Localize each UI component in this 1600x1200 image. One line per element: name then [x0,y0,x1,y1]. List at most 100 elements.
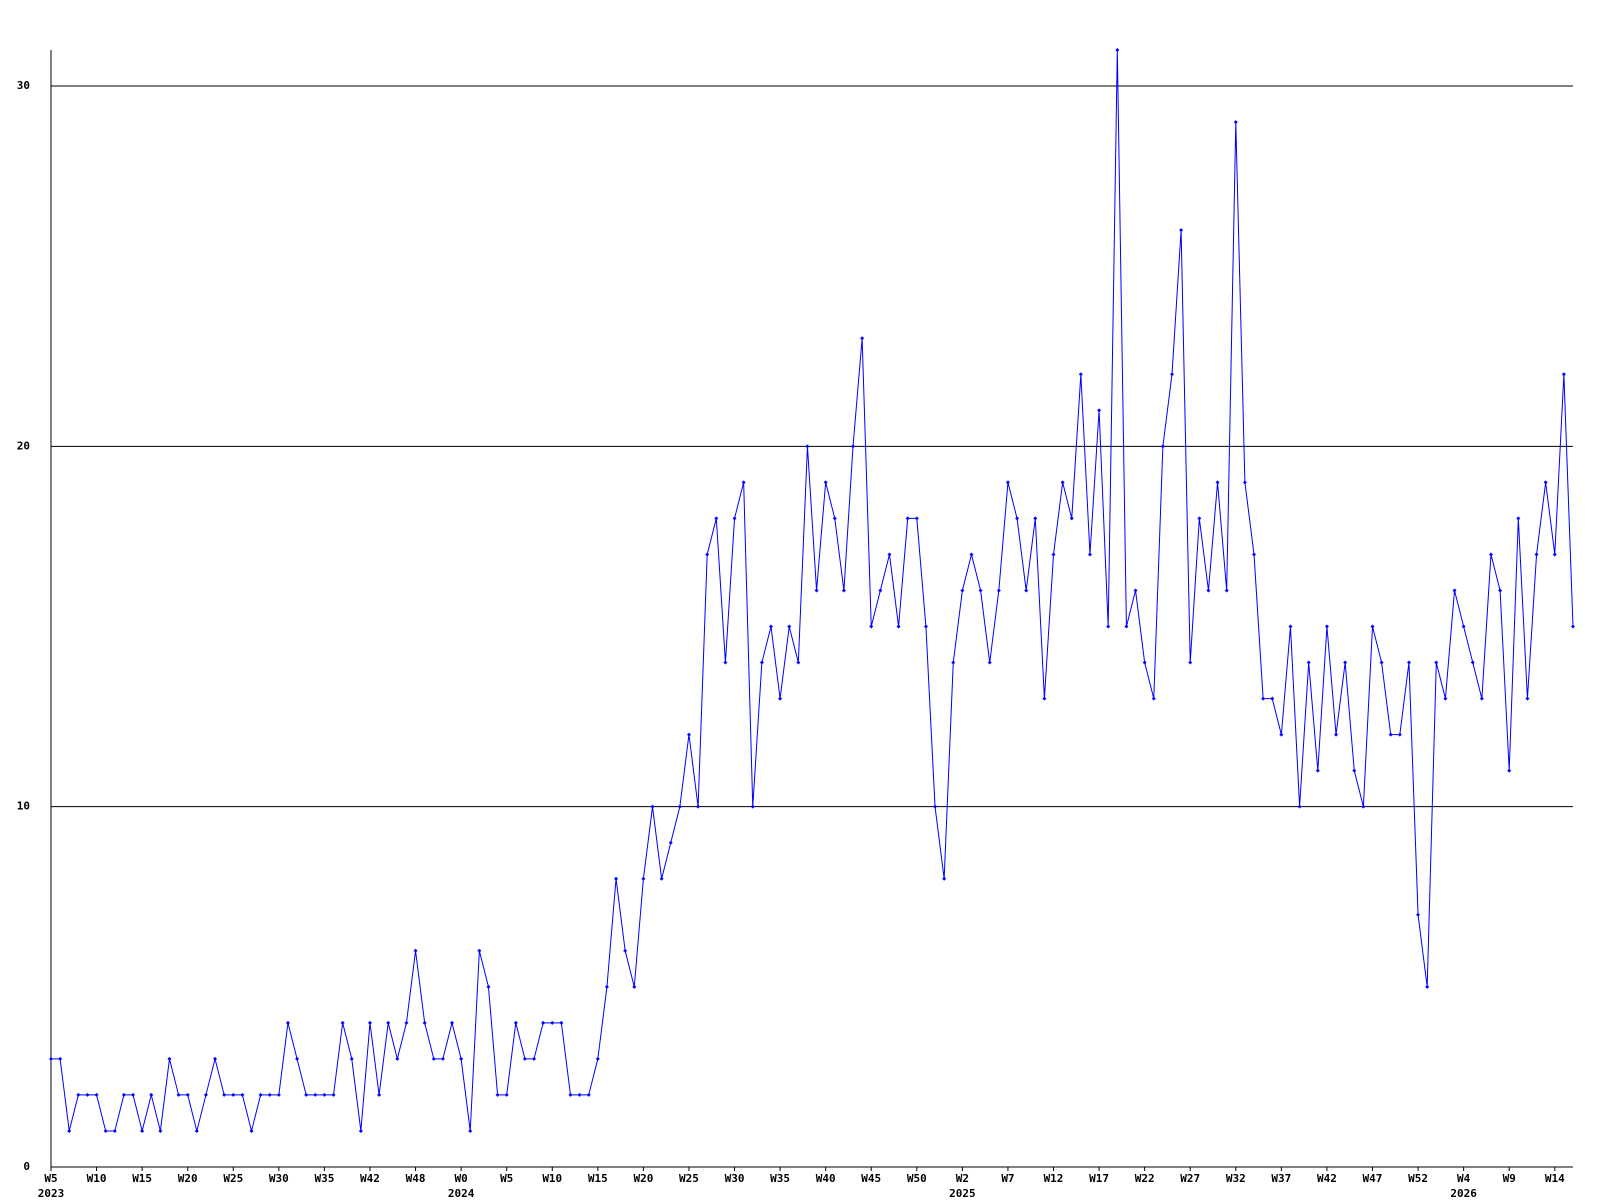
data-point [586,1092,591,1097]
x-tick-label: W37 [1271,1172,1291,1185]
data-point [1005,480,1010,485]
x-tick-label: W14 [1545,1172,1565,1185]
data-point [1397,732,1402,737]
data-point [213,1056,218,1061]
data-point [203,1092,208,1097]
data-point [285,1020,290,1025]
data-point [67,1128,72,1133]
data-point [1179,228,1184,233]
data-point [1306,660,1311,665]
data-point [1024,588,1029,593]
data-point [650,804,655,809]
x-tick-label: W4 [1457,1172,1471,1185]
x-tick-label: W30 [725,1172,745,1185]
data-point [1488,552,1493,557]
data-point [185,1092,190,1097]
data-point [732,516,737,521]
data-point [258,1092,263,1097]
x-tick-label: W15 [132,1172,152,1185]
data-point [951,660,956,665]
data-point [1279,732,1284,737]
y-tick-label: 20 [17,439,30,452]
x-tick-label: W20 [178,1172,198,1185]
data-point [1507,768,1512,773]
data-point [140,1128,145,1133]
data-point [851,444,856,449]
data-point [431,1056,436,1061]
data-point [750,804,755,809]
data-point [614,876,619,881]
data-point [623,948,628,953]
x-tick-label: W9 [1503,1172,1516,1185]
data-point [1334,732,1339,737]
data-point [1425,984,1430,989]
data-point [1525,696,1530,701]
data-point [1087,552,1092,557]
data-point [349,1056,354,1061]
data-point [1233,120,1238,125]
data-point [942,876,947,881]
data-point [94,1092,99,1097]
data-point [131,1092,136,1097]
data-point [1406,660,1411,665]
data-point [377,1092,382,1097]
data-point [1042,696,1047,701]
data-point [1124,624,1129,629]
data-point [1343,660,1348,665]
data-point [641,876,646,881]
x-tick-label: W10 [87,1172,107,1185]
data-point [905,516,910,521]
data-point [249,1128,254,1133]
x-tick-label: W42 [1317,1172,1337,1185]
data-point [577,1092,582,1097]
data-point [1571,624,1575,629]
data-point [960,588,965,593]
data-point [869,624,874,629]
x-tick-label: W25 [679,1172,699,1185]
y-tick-label: 30 [17,79,30,92]
data-point [1242,480,1247,485]
x-tick-label: W10 [542,1172,562,1185]
data-point [1470,660,1475,665]
data-point [1461,624,1466,629]
data-point [340,1020,345,1025]
data-point [1106,624,1111,629]
data-point [632,984,637,989]
data-point [1552,552,1557,557]
x-year-label: 2024 [448,1187,475,1200]
data-point [1352,768,1357,773]
x-tick-label: W47 [1363,1172,1383,1185]
data-point [933,804,938,809]
data-point [1069,516,1074,521]
data-point [240,1092,245,1097]
data-point [987,660,992,665]
data-point [805,444,810,449]
data-point [76,1092,81,1097]
data-point [1097,408,1102,413]
data-point [1434,660,1439,665]
data-point [440,1056,445,1061]
data-point [158,1128,163,1133]
data-point [1379,660,1384,665]
data-point [832,516,837,521]
x-tick-label: W0 [454,1172,467,1185]
data-point [1498,588,1503,593]
x-tick-label: W7 [1001,1172,1014,1185]
data-point [167,1056,172,1061]
data-point [1142,660,1147,665]
data-point [1033,516,1038,521]
data-point [112,1128,117,1133]
data-line [51,49,1574,1132]
data-point [468,1128,473,1133]
data-point [121,1092,126,1097]
data-point [1516,516,1521,521]
data-point [1561,372,1566,377]
data-point [1361,804,1366,809]
data-point [231,1092,236,1097]
x-tick-label: W50 [907,1172,927,1185]
x-tick-label: W2 [956,1172,969,1185]
data-point [1452,588,1457,593]
x-tick-label: W27 [1180,1172,1200,1185]
data-point [1188,660,1193,665]
data-point [550,1020,555,1025]
